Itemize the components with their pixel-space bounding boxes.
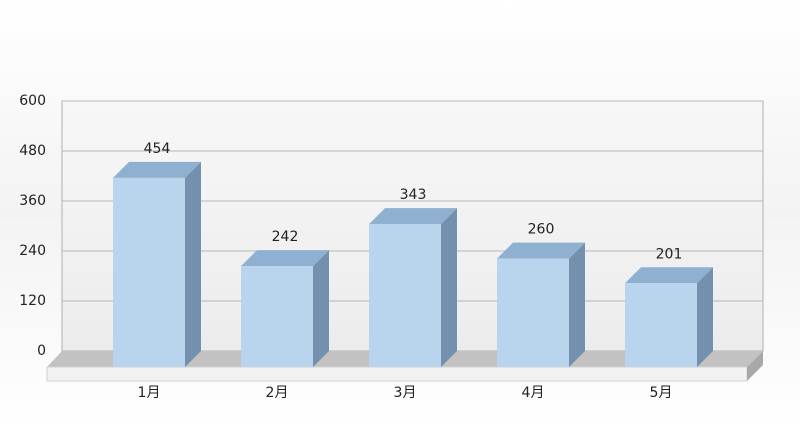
- bar: [497, 242, 585, 367]
- x-tick-label: 1月: [138, 385, 161, 401]
- y-tick-label: 0: [37, 343, 46, 359]
- bar-front: [625, 283, 697, 367]
- y-tick-label: 360: [19, 193, 46, 209]
- x-tick-label: 4月: [522, 385, 545, 401]
- floor-front: [46, 366, 748, 382]
- bar-side: [313, 250, 329, 367]
- value-label: 454: [144, 141, 171, 157]
- x-tick-label: 3月: [394, 385, 417, 401]
- bar-top: [497, 242, 585, 259]
- bar: [241, 250, 329, 367]
- y-tick-label: 600: [19, 93, 46, 109]
- bar-top: [113, 161, 201, 178]
- bar-side: [697, 267, 713, 367]
- bar-side: [441, 208, 457, 367]
- value-label: 201: [656, 246, 683, 262]
- bar: [625, 267, 713, 367]
- y-tick-label: 120: [19, 293, 46, 309]
- y-tick-label: 240: [19, 243, 46, 259]
- bar-front: [241, 266, 313, 367]
- x-tick-label: 5月: [650, 385, 673, 401]
- bar-side: [185, 161, 201, 367]
- y-tick-label: 480: [19, 143, 46, 159]
- bar-front: [497, 258, 569, 367]
- bar-top: [241, 250, 329, 267]
- value-label: 260: [528, 222, 555, 238]
- bar-front: [369, 224, 441, 367]
- bar: [369, 208, 457, 367]
- bar-top: [369, 208, 457, 225]
- floor-side: [747, 351, 763, 381]
- bar-front: [113, 177, 185, 367]
- bar-top: [625, 267, 713, 284]
- value-label: 343: [400, 187, 427, 203]
- x-tick-label: 2月: [266, 385, 289, 401]
- bar: [113, 161, 201, 367]
- bar-side: [569, 242, 585, 367]
- value-label: 242: [272, 229, 299, 245]
